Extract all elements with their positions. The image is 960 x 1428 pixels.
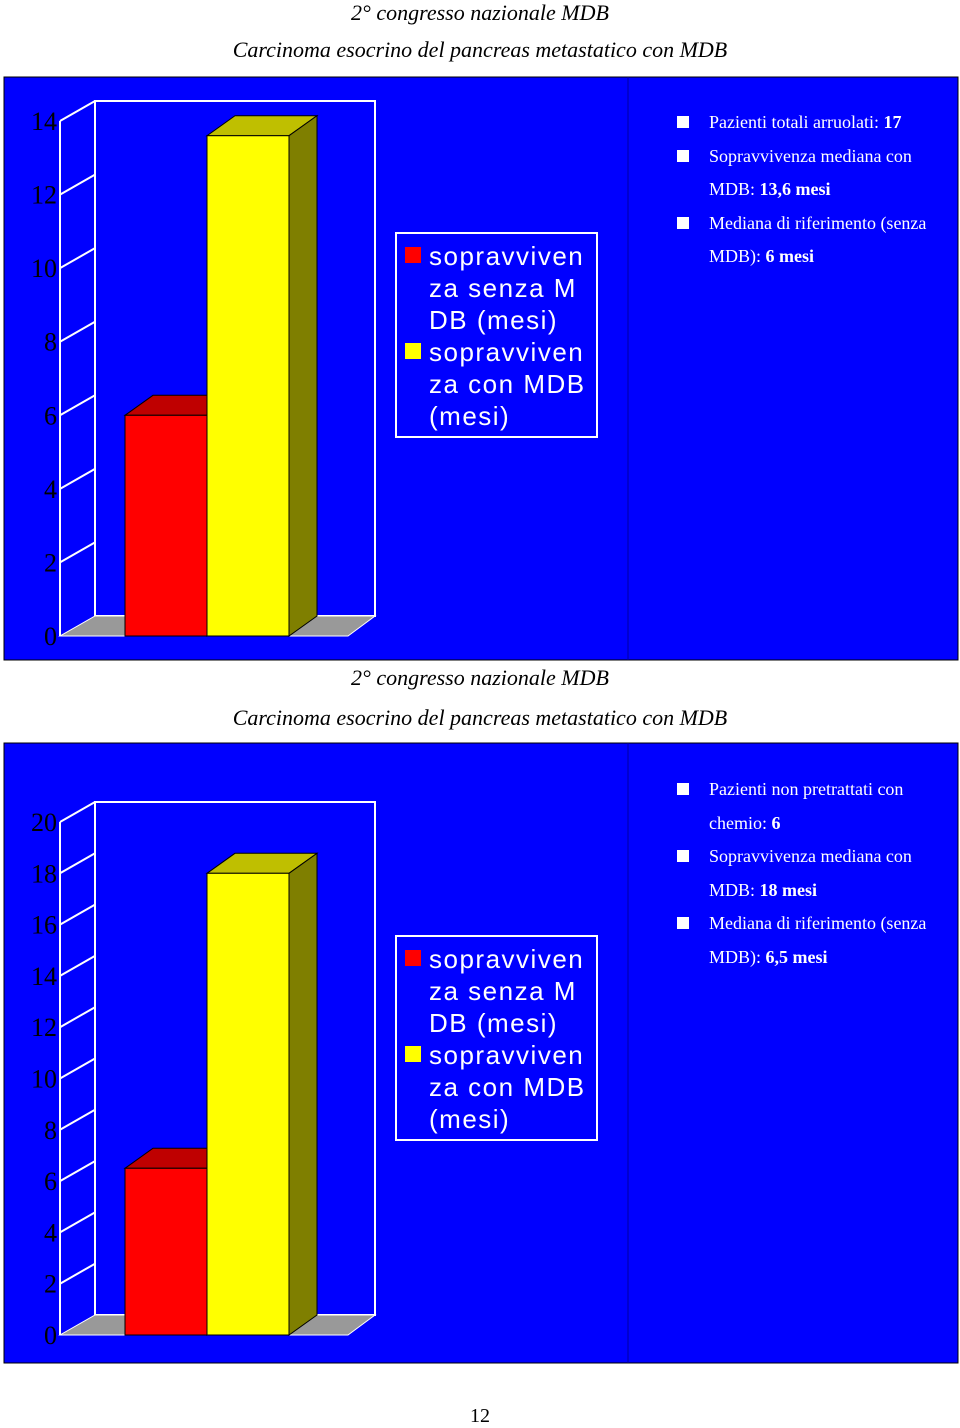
- bar: [124, 1167, 208, 1336]
- note-label: Mediana di riferimento (senza MDB):: [709, 913, 927, 967]
- subtitle: Carcinoma esocrino del pancreas metastat…: [232, 37, 728, 62]
- y-tick-label: 6: [44, 401, 57, 430]
- legend-label: sopravvivenza senza MDB (mesi): [429, 944, 585, 1038]
- bar: [124, 414, 208, 637]
- y-tick-label: 20: [31, 808, 57, 837]
- grid-line: [59, 247, 96, 270]
- grid-line: [59, 1262, 96, 1285]
- y-tick-label: 10: [31, 1065, 57, 1094]
- y-tick-label: 14: [31, 962, 57, 991]
- grid-line: [59, 394, 96, 417]
- legend-swatch: [405, 247, 421, 263]
- y-tick-label: 6: [44, 1167, 57, 1196]
- note-item: Mediana di riferimento (senza MDB): 6 me…: [675, 207, 950, 274]
- bar-side-shade: [289, 115, 317, 636]
- grid-line: [59, 320, 96, 343]
- note-value: 18 mesi: [759, 879, 818, 900]
- note-item: Sopravvivenza mediana con MDB: 13,6 mesi: [675, 140, 950, 207]
- grid-line: [59, 541, 96, 564]
- legend-item: sopravvivenza con MDB (mesi): [405, 336, 592, 432]
- y-tick-label: 2: [44, 548, 57, 577]
- title: 2° congresso nazionale MDB: [351, 665, 609, 690]
- grid-line: [59, 1211, 96, 1234]
- grid-line: [59, 1006, 96, 1029]
- grid-line: [59, 1108, 96, 1131]
- legend-label: sopravvivenza con MDB (mesi): [429, 1040, 586, 1134]
- y-tick-label: 0: [44, 1321, 57, 1350]
- bar: [206, 135, 290, 637]
- grid-line: [59, 955, 96, 977]
- note-item: Pazienti totali arruolati: 17: [675, 106, 950, 140]
- page-number: 12: [470, 1405, 490, 1427]
- note-label: Sopravvivenza mediana con MDB:: [709, 145, 912, 200]
- legend-label: sopravvivenza con MDB (mesi): [429, 337, 586, 431]
- grid-line: [59, 173, 96, 196]
- grid-line: [59, 852, 96, 875]
- legend-swatch: [405, 343, 421, 359]
- y-tick-label: 4: [44, 475, 57, 504]
- note-value: 17: [883, 112, 902, 132]
- bar-top-shade: [207, 115, 317, 136]
- y-tick-label: 12: [31, 1013, 57, 1042]
- y-tick-label: 10: [31, 254, 57, 283]
- y-tick-label: 16: [31, 911, 57, 940]
- legend: sopravvivenza senza MDB (mesi) sopravvive…: [395, 232, 598, 438]
- legend-item: sopravvivenza senza MDB (mesi): [405, 943, 592, 1039]
- note-label: Mediana di riferimento (senza MDB):: [709, 212, 927, 267]
- bar-side-shade: [289, 853, 317, 1335]
- note-item: Pazienti non pretrattati con chemio: 6: [675, 773, 950, 840]
- legend-item: sopravvivenza con MDB (mesi): [405, 1039, 592, 1135]
- grid-line: [59, 1160, 96, 1182]
- y-tick-label: 4: [44, 1218, 57, 1247]
- note-value: 6: [771, 812, 781, 833]
- note-label: Sopravvivenza mediana con MDB:: [709, 846, 912, 900]
- title: 2° congresso nazionale MDB: [351, 0, 609, 25]
- notes: Pazienti totali arruolati: 17 Sopravviven…: [675, 106, 950, 274]
- subtitle: Carcinoma esocrino del pancreas metastat…: [232, 705, 728, 730]
- note-label: Pazienti non pretrattati con chemio:: [709, 779, 904, 833]
- grid-line: [59, 903, 96, 926]
- note-value: 6,5 mesi: [765, 946, 828, 967]
- legend-swatch: [405, 950, 421, 966]
- grid-line: [59, 801, 96, 823]
- bar-top-shade: [207, 853, 317, 874]
- note-label: Pazienti totali arruolati:: [709, 112, 879, 132]
- grid-line: [59, 1057, 96, 1080]
- y-tick-label: 14: [31, 107, 57, 136]
- y-tick-label: 0: [44, 622, 57, 651]
- note-value: 6 mesi: [765, 246, 815, 266]
- note-item: Sopravvivenza mediana con MDB: 18 mesi: [675, 840, 950, 907]
- legend-item: sopravvivenza senza MDB (mesi): [405, 240, 592, 336]
- legend-swatch: [405, 1046, 421, 1062]
- note-item: Mediana di riferimento (senza MDB): 6,5 …: [675, 907, 950, 974]
- legend: sopravvivenza senza MDB (mesi) sopravvive…: [395, 935, 598, 1141]
- legend-label: sopravvivenza senza MDB (mesi): [429, 241, 585, 335]
- y-tick-label: 8: [44, 1116, 57, 1145]
- notes: Pazienti non pretrattati con chemio: 6 So…: [675, 773, 950, 974]
- grid-line: [59, 100, 96, 122]
- bar: [206, 872, 290, 1336]
- grid-line: [59, 467, 96, 490]
- y-tick-label: 18: [31, 859, 57, 888]
- note-value: 13,6 mesi: [759, 179, 831, 199]
- y-tick-label: 8: [44, 328, 57, 357]
- y-tick-label: 2: [44, 1270, 57, 1299]
- y-tick-label: 12: [31, 181, 57, 210]
